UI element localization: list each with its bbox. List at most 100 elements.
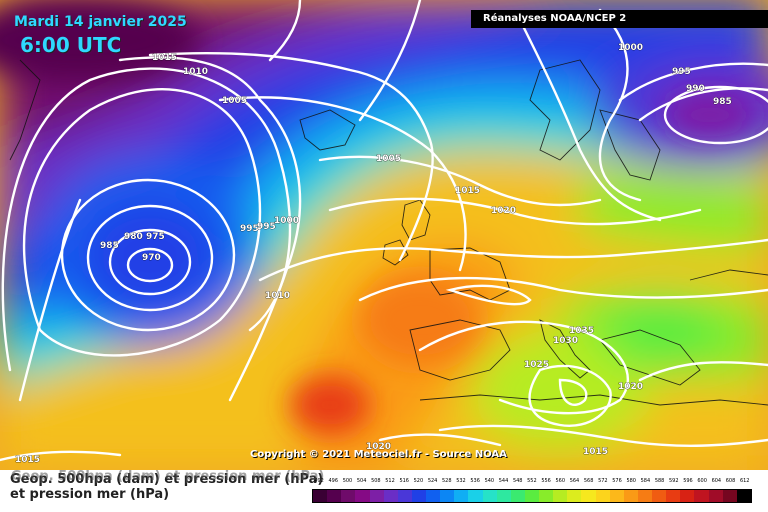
legend-title-overlay: Geop. 500hpa (dam) et pression mer (hPa) (11, 469, 325, 484)
scale-color-cell (510, 490, 525, 502)
map-date-title: Mardi 14 janvier 2025 (14, 14, 187, 30)
scale-tick-label: 564 (569, 478, 580, 484)
scale-color-cell (581, 490, 596, 502)
color-scale-cells (312, 489, 752, 503)
scale-tick-label: 608 (725, 478, 736, 484)
scale-tick-label: 508 (371, 478, 381, 484)
scale-color-cell (369, 490, 384, 502)
isobar-label: 1010 (183, 67, 208, 77)
scale-color-cell (341, 490, 356, 502)
scale-color-cell (708, 490, 723, 502)
scale-color-cell (736, 490, 751, 502)
isobar-label: 995 (257, 222, 276, 232)
isobar-label: 1025 (524, 360, 549, 370)
scale-tick-label: 536 (470, 478, 480, 484)
isobar-label: 1030 (553, 336, 578, 346)
scale-color-cell (680, 490, 695, 502)
scale-color-cell (623, 490, 638, 502)
scale-tick-label: 492 (314, 478, 324, 484)
scale-tick-label: 584 (640, 478, 651, 484)
scale-color-cell (666, 490, 681, 502)
isobar-label: 1010 (265, 291, 290, 301)
isobar-label: 970 (142, 253, 161, 263)
scale-color-cell (652, 490, 667, 502)
isobar-label: 1020 (366, 442, 391, 452)
isobars (0, 0, 768, 462)
color-scale-labels: 492 496 500 504 508 512 516 520 524 528 532 536 540 5… (312, 478, 752, 488)
scale-tick-label: 604 (711, 478, 722, 484)
scale-color-cell (609, 490, 624, 502)
isobar-label: 1015 (583, 447, 608, 457)
scale-color-cell (694, 490, 709, 502)
scale-color-cell (482, 490, 497, 502)
isobar-label: 1005 (222, 96, 247, 106)
scale-tick-label: 500 (342, 478, 353, 484)
scale-tick-label: 560 (555, 478, 566, 484)
scale-color-cell (411, 490, 426, 502)
scale-tick-label: 512 (385, 478, 395, 484)
scale-color-cell (313, 490, 328, 502)
isobar-label: 1015 (152, 53, 177, 63)
scale-tick-label: 548 (512, 478, 523, 484)
scale-color-cell (383, 490, 398, 502)
scale-tick-label: 576 (612, 478, 622, 484)
scale-tick-label: 532 (456, 478, 466, 484)
scale-color-cell (440, 490, 455, 502)
scale-color-cell (355, 490, 370, 502)
scale-color-cell (327, 490, 342, 502)
scale-tick-label: 596 (683, 478, 693, 484)
isobar-label: 1000 (274, 216, 299, 226)
copyright-notice: Copyright © 2021 Meteociel.fr - Source N… (250, 449, 507, 460)
scale-tick-label: 600 (697, 478, 707, 484)
scale-tick-label: 504 (356, 478, 367, 484)
isobar-label: 985 (713, 97, 732, 107)
scale-color-cell (496, 490, 511, 502)
isobar-label: 1015 (455, 186, 480, 196)
map-time-title: 6:00 UTC (20, 33, 122, 57)
scale-color-cell (454, 490, 469, 502)
scale-tick-label: 612 (739, 478, 750, 484)
scale-tick-label: 524 (427, 478, 438, 484)
scale-tick-label: 572 (598, 478, 608, 484)
isobar-label: 995 (672, 67, 691, 77)
scale-tick-label: 544 (498, 478, 509, 484)
scale-tick-label: 520 (413, 478, 424, 484)
scale-color-cell (553, 490, 568, 502)
scale-tick-label: 528 (442, 478, 452, 484)
scale-color-cell (539, 490, 554, 502)
scale-color-cell (468, 490, 483, 502)
color-scale: 492 496 500 504 508 512 516 520 524 528 532 536 540 5… (312, 478, 752, 504)
scale-color-cell (595, 490, 610, 502)
legend-title-line2: et pression mer (hPa) (10, 487, 170, 502)
scale-tick-label: 580 (626, 478, 636, 484)
isobar-label: 990 (686, 84, 705, 94)
isobar-label: 980 (124, 232, 143, 242)
synoptic-map: 1015 1010 1005 1000 995 990 985 980 975 … (0, 0, 768, 470)
isobar-label: 1005 (376, 154, 401, 164)
scale-color-cell (426, 490, 441, 502)
isobar-label: 995 (240, 224, 259, 234)
isobar-label: 1035 (569, 326, 594, 336)
isobar-label: 1020 (618, 382, 643, 392)
scale-tick-label: 588 (654, 478, 665, 484)
isobar-labels: 1015 1010 1005 1000 995 990 985 980 975 … (15, 43, 732, 466)
isobar-label: 1015 (15, 455, 40, 465)
scale-tick-label: 568 (583, 478, 594, 484)
scale-tick-label: 552 (527, 478, 537, 484)
geopotential-fill (0, 0, 768, 470)
scale-color-cell (722, 490, 737, 502)
source-banner: Réanalyses NOAA/NCEP 2 (471, 10, 768, 28)
legend-title: Geop. 500hpa (dam) et pression mer (hPa)… (10, 469, 325, 502)
isobar-label: 985 (100, 241, 119, 251)
scale-tick-label: 592 (669, 478, 679, 484)
isobar-label: 1020 (491, 206, 516, 216)
isobar-label: 1000 (618, 43, 643, 53)
scale-tick-label: 540 (484, 478, 495, 484)
scale-tick-label: 556 (541, 478, 551, 484)
scale-color-cell (567, 490, 582, 502)
legend-title-line1: Geop. 500hpa (dam) et pression mer (hPa) (10, 472, 324, 487)
scale-tick-label: 496 (328, 478, 339, 484)
scale-color-cell (397, 490, 412, 502)
scale-color-cell (637, 490, 652, 502)
